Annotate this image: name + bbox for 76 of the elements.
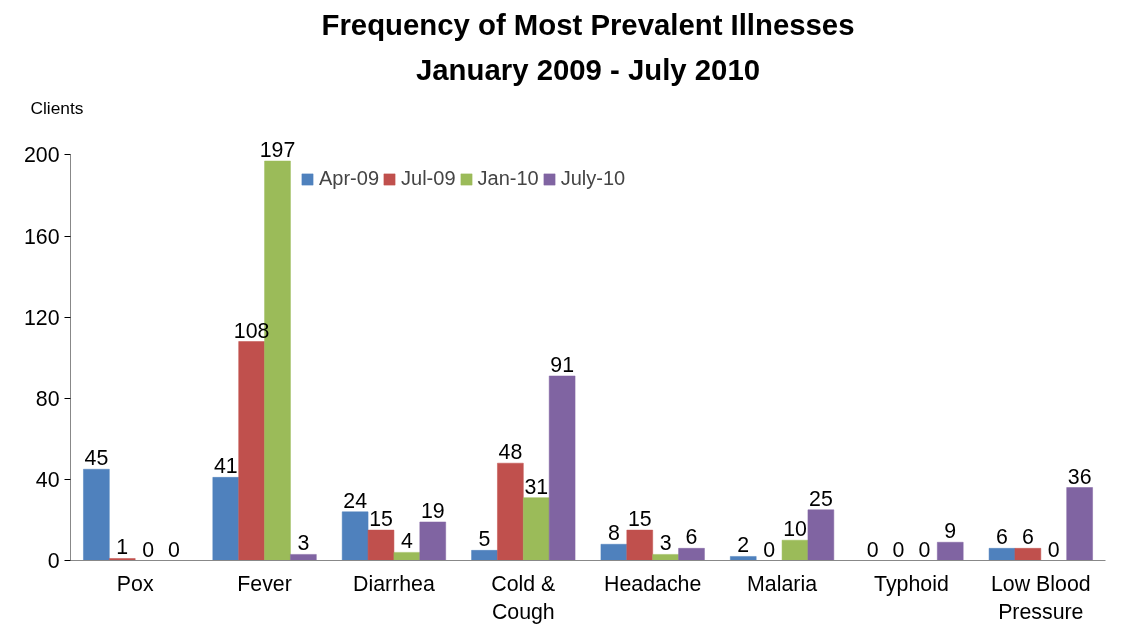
bar [341, 511, 369, 561]
x-tick-label: Diarrhea [353, 571, 435, 596]
bar [238, 341, 265, 561]
x-tick-label: Fever [237, 571, 292, 596]
data-label: 197 [259, 138, 296, 163]
legend-label: Apr-09 [319, 167, 380, 190]
data-label: 0 [142, 537, 155, 562]
x-tick-label: Typhoid [874, 571, 949, 596]
x-tick-label: Headache [604, 571, 702, 596]
data-label: 91 [550, 352, 574, 377]
data-label: 36 [1067, 464, 1092, 489]
data-label: 1 [116, 535, 129, 560]
data-label: 25 [809, 486, 833, 511]
data-label: 31 [524, 474, 549, 499]
data-label: 0 [1047, 537, 1060, 562]
x-tick-label: Pox [116, 571, 154, 596]
data-label: 15 [627, 507, 652, 532]
x-tick-label: Low Blood Pressure [991, 571, 1091, 625]
data-label: 6 [996, 525, 1008, 550]
y-axis-title: Clients [30, 97, 84, 118]
legend-label: Jan-10 [477, 167, 539, 190]
bar [393, 552, 421, 561]
x-tick-label: Malaria [747, 571, 818, 596]
data-label: 0 [168, 537, 181, 562]
chart-title: Frequency of Most Prevalent Illnesses [321, 7, 855, 41]
bar [937, 542, 964, 561]
y-tick-label: 80 [35, 386, 60, 411]
data-label: 8 [607, 521, 620, 546]
data-label: 10 [783, 517, 807, 542]
bar [730, 556, 757, 561]
bar [781, 539, 809, 561]
bar [1066, 487, 1093, 561]
data-label: 24 [343, 488, 368, 513]
bar [626, 529, 653, 561]
data-label: 0 [918, 537, 931, 562]
bar [1014, 548, 1042, 561]
data-label: 6 [685, 525, 698, 550]
bar [109, 558, 136, 561]
data-label: 4 [400, 529, 413, 554]
bar [497, 462, 524, 561]
bar [367, 529, 395, 561]
data-label: 15 [369, 507, 393, 532]
bar [523, 497, 550, 561]
data-label: 0 [763, 537, 776, 562]
bar [212, 477, 239, 561]
legend-label: July-10 [560, 167, 626, 190]
y-tick-label: 120 [23, 305, 60, 330]
bar [807, 509, 835, 561]
bar [600, 544, 628, 561]
data-label: 41 [213, 454, 238, 479]
chart-subtitle: January 2009 - July 2010 [415, 52, 761, 86]
bar [83, 469, 110, 561]
data-label: 3 [297, 531, 310, 556]
bar [419, 521, 446, 561]
data-label: 0 [866, 537, 879, 562]
data-label: 19 [420, 498, 445, 523]
bar [988, 548, 1016, 561]
x-tick-label: Cold & Cough [491, 571, 556, 625]
data-label: 5 [478, 527, 491, 552]
data-label: 45 [84, 446, 109, 471]
y-tick-label: 200 [23, 143, 60, 168]
bar [548, 375, 576, 561]
y-tick-label: 160 [23, 224, 60, 249]
data-label: 3 [659, 531, 672, 556]
bar [652, 554, 679, 561]
y-tick-label: 0 [47, 549, 60, 573]
data-label: 6 [1021, 525, 1034, 550]
y-tick-label: 40 [35, 467, 60, 492]
data-label: 2 [737, 533, 750, 558]
data-label: 0 [892, 537, 905, 562]
data-label: 48 [498, 440, 523, 465]
bar [678, 548, 705, 561]
bar [290, 554, 317, 561]
data-label: 9 [944, 519, 957, 544]
bar [471, 550, 498, 561]
legend-label: Jul-09 [401, 167, 456, 190]
